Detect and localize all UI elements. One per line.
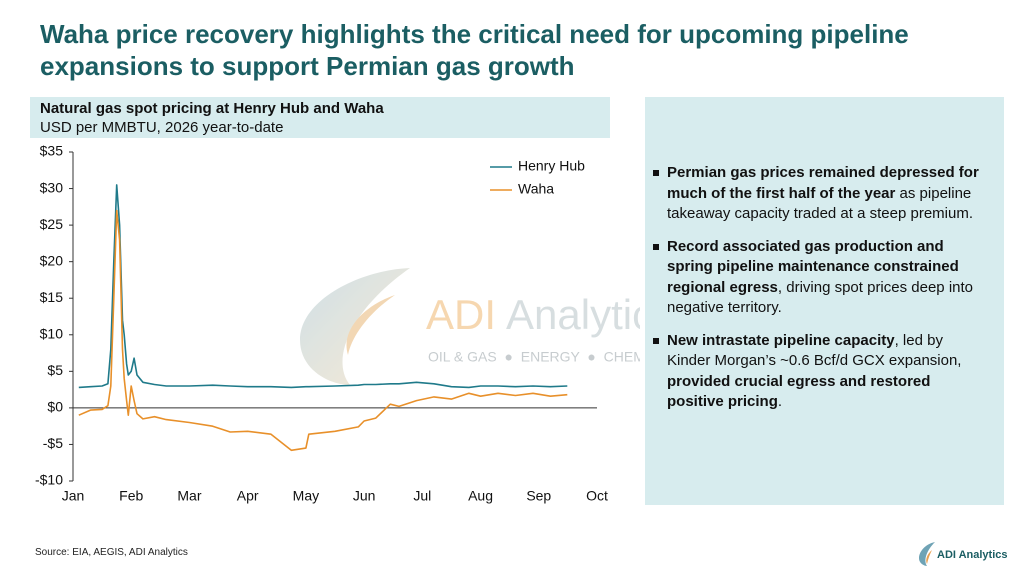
y-tick-label: $35 [40,143,64,159]
logo-icon [926,550,932,564]
y-tick-label: $15 [40,289,64,305]
x-tick-label: Mar [177,488,201,504]
legend-label: Henry Hub [518,158,585,174]
bullet-text: Record associated gas production and spr… [667,237,959,296]
y-tick-label: $10 [40,325,64,341]
watermark-brand-a: ADI [426,291,496,338]
bullet-text: as pipeline takeaway capacity traded at … [667,184,973,223]
chart-header: Natural gas spot pricing at Henry Hub an… [30,97,610,138]
logo: ADI Analytics [919,542,1008,566]
x-tick-label: Oct [586,488,608,504]
watermark-icon [346,295,395,355]
bullet: Permian gas prices remained depressed fo… [653,163,987,225]
chart-title: Natural gas spot pricing at Henry Hub an… [40,100,384,117]
y-tick-label: $20 [40,252,64,268]
commentary-panel: Permian gas prices remained depressed fo… [645,97,1004,505]
y-tick-label: $5 [47,362,63,378]
chart-subtitle: USD per MMBTU, 2026 year-to-date [40,119,284,136]
watermark-icon [300,268,410,385]
watermark-brand-b: Analytics [506,291,640,338]
series-line [78,184,568,389]
x-tick-label: Aug [468,488,493,504]
y-tick-label: -$10 [35,472,63,488]
bullet: Record associated gas production and spr… [653,237,987,319]
x-tick-label: Jan [62,488,85,504]
y-tick-label: $30 [40,179,64,195]
bullet: New intrastate pipeline capacity, led by… [653,331,987,413]
logo-icon [919,542,935,566]
y-tick-label: $0 [47,399,63,415]
y-tick-label: $25 [40,216,64,232]
legend-label: Waha [518,181,554,197]
bullet-text: provided crucial egress and restored pos… [667,372,931,411]
watermark-tagline: OIL & GAS ● ENERGY ● CHEMICALS [428,349,640,365]
bullet-text: New intrastate pipeline capacity [667,331,895,349]
x-tick-label: Sep [526,488,551,504]
x-tick-label: May [293,488,319,504]
x-tick-label: Jun [353,488,376,504]
bullet-text: . [777,393,783,410]
bullet-list: Permian gas prices remained depressed fo… [653,163,987,425]
x-tick-label: Feb [119,488,143,504]
bullet-text: , led by Kinder Morgan’s ~0.6 Bcf/d GCX … [667,331,962,370]
logo-text: ADI Analytics [937,549,1008,561]
series-line [78,209,568,452]
bullet-text: , driving spot prices deep into negative… [667,278,974,317]
x-tick-label: Jul [413,488,431,504]
y-tick-label: -$5 [43,435,63,451]
slide-title: Waha price recovery highlights the criti… [40,19,909,81]
x-tick-label: Apr [237,488,259,504]
bullet-text: Permian gas prices remained depressed fo… [667,164,979,202]
source-note: Source: EIA, AEGIS, ADI Analytics [35,547,188,558]
